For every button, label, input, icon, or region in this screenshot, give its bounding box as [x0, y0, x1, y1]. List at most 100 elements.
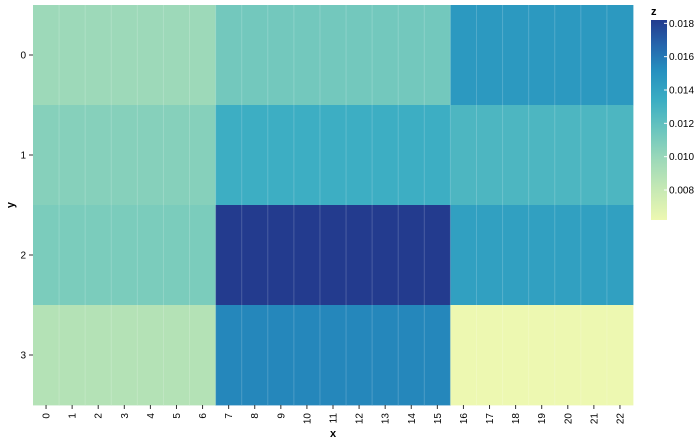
x-tick-label: 22: [615, 413, 626, 425]
x-tick-label: 20: [563, 413, 574, 425]
y-tick-label: 0: [20, 51, 26, 62]
heatmap-cell: [346, 205, 373, 306]
x-tick-label: 15: [433, 413, 444, 425]
heatmap-cell: [580, 205, 608, 306]
heatmap-cell: [241, 5, 269, 106]
heatmap-cell: [241, 205, 269, 306]
heatmap-cell: [267, 205, 295, 306]
heatmap-cell: [293, 305, 321, 406]
colorbar-gradient: [651, 20, 667, 220]
x-tick-label: 2: [94, 413, 105, 419]
heatmap-cell: [554, 305, 582, 406]
heatmap-cell: [424, 105, 451, 206]
x-tick-label: 13: [381, 413, 392, 425]
heatmap-cell: [606, 205, 634, 306]
heatmap-cell: [33, 5, 60, 106]
heatmap-cell: [502, 105, 530, 206]
y-axis-title: y: [5, 201, 17, 208]
heatmap-cell: [528, 305, 556, 406]
heatmap-cell: [476, 105, 503, 206]
heatmap-cell: [580, 105, 608, 206]
heatmap-cell: [476, 205, 503, 306]
heatmap-cell: [424, 305, 451, 406]
heatmap-cell: [502, 5, 530, 106]
heatmap-cell: [606, 105, 634, 206]
heatmap-cell: [554, 5, 582, 106]
heatmap-cell: [319, 205, 347, 306]
x-tick-label: 0: [42, 413, 53, 419]
x-tick-label: 9: [276, 413, 287, 419]
colorbar-ticks: 0.008 0.010 0.012 0.014 0.016 0.018: [664, 19, 694, 197]
heatmap-cell: [398, 305, 425, 406]
heatmap-cell: [85, 105, 112, 206]
x-tick-label: 5: [172, 413, 183, 419]
heatmap-cell: [189, 5, 217, 106]
heatmap-cell: [606, 5, 634, 106]
heatmap-cell: [111, 205, 138, 306]
heatmap-cell: [267, 305, 295, 406]
heatmap-cell: [450, 205, 477, 306]
heatmap-cell: [372, 105, 399, 206]
heatmap-cell: [215, 305, 243, 406]
heatmap-cell: [346, 5, 373, 106]
x-tick-label: 8: [250, 413, 261, 419]
heatmap-cell: [59, 105, 86, 206]
heatmap-cell: [189, 305, 217, 406]
heatmap-cell: [476, 305, 503, 406]
heatmap-cell: [163, 205, 190, 306]
heatmap-cell: [606, 305, 634, 406]
heatmap-cell: [293, 105, 321, 206]
x-tick-label: 6: [198, 413, 209, 419]
heatmap-cell: [85, 305, 112, 406]
colorbar-tick-label: 0.016: [669, 52, 694, 63]
heatmap-cell: [450, 105, 477, 206]
x-tick-label: 16: [459, 413, 470, 425]
colorbar-tick-label: 0.008: [669, 186, 694, 197]
heatmap-cell: [554, 205, 582, 306]
heatmap-cell: [137, 105, 164, 206]
heatmap-cell: [215, 105, 243, 206]
heatmap-cell: [111, 5, 138, 106]
colorbar-tick-label: 0.014: [669, 86, 694, 97]
heatmap-cell: [319, 305, 347, 406]
heatmap-cell: [580, 305, 608, 406]
x-tick-label: 1: [68, 413, 79, 419]
colorbar-legend: z 0.008 0.010 0.012 0.014 0.016 0.018: [651, 6, 694, 220]
y-tick-label: 3: [20, 351, 26, 362]
heatmap-cell: [293, 205, 321, 306]
heatmap-cell: [137, 305, 164, 406]
heatmap-cell: [241, 105, 269, 206]
heatmap-cell: [528, 105, 556, 206]
colorbar-tick-label: 0.018: [669, 19, 694, 30]
heatmap-cell: [137, 5, 164, 106]
heatmap-cell: [267, 105, 295, 206]
colorbar-tick-label: 0.012: [669, 119, 694, 130]
heatmap-cell: [163, 305, 190, 406]
y-tick-label: 1: [20, 151, 26, 162]
colorbar-tick-label: 0.010: [669, 152, 694, 163]
x-tick-label: 18: [511, 413, 522, 425]
x-tick-label: 12: [355, 413, 366, 425]
heatmap-cell: [241, 305, 269, 406]
heatmap-cell: [554, 105, 582, 206]
heatmap-cell: [502, 205, 530, 306]
heatmap-cell: [111, 105, 138, 206]
heatmap-cell: [528, 5, 556, 106]
heatmap-cell: [33, 105, 60, 206]
y-axis-ticks: 0 1 2 3: [20, 51, 33, 362]
heatmap-cell: [372, 305, 399, 406]
heatmap-cell: [189, 205, 217, 306]
heatmap-cell: [319, 5, 347, 106]
heatmap-cell: [111, 305, 138, 406]
heatmap-cell: [267, 5, 295, 106]
heatmap-cell: [346, 305, 373, 406]
heatmap-cell: [215, 5, 243, 106]
heatmap-cell: [424, 5, 451, 106]
heatmap-cell: [189, 105, 217, 206]
heatmap-cell: [33, 305, 60, 406]
heatmap-cell: [59, 305, 86, 406]
heatmap-cell: [372, 205, 399, 306]
heatmap-cell: [398, 5, 425, 106]
heatmap-cell: [450, 305, 477, 406]
